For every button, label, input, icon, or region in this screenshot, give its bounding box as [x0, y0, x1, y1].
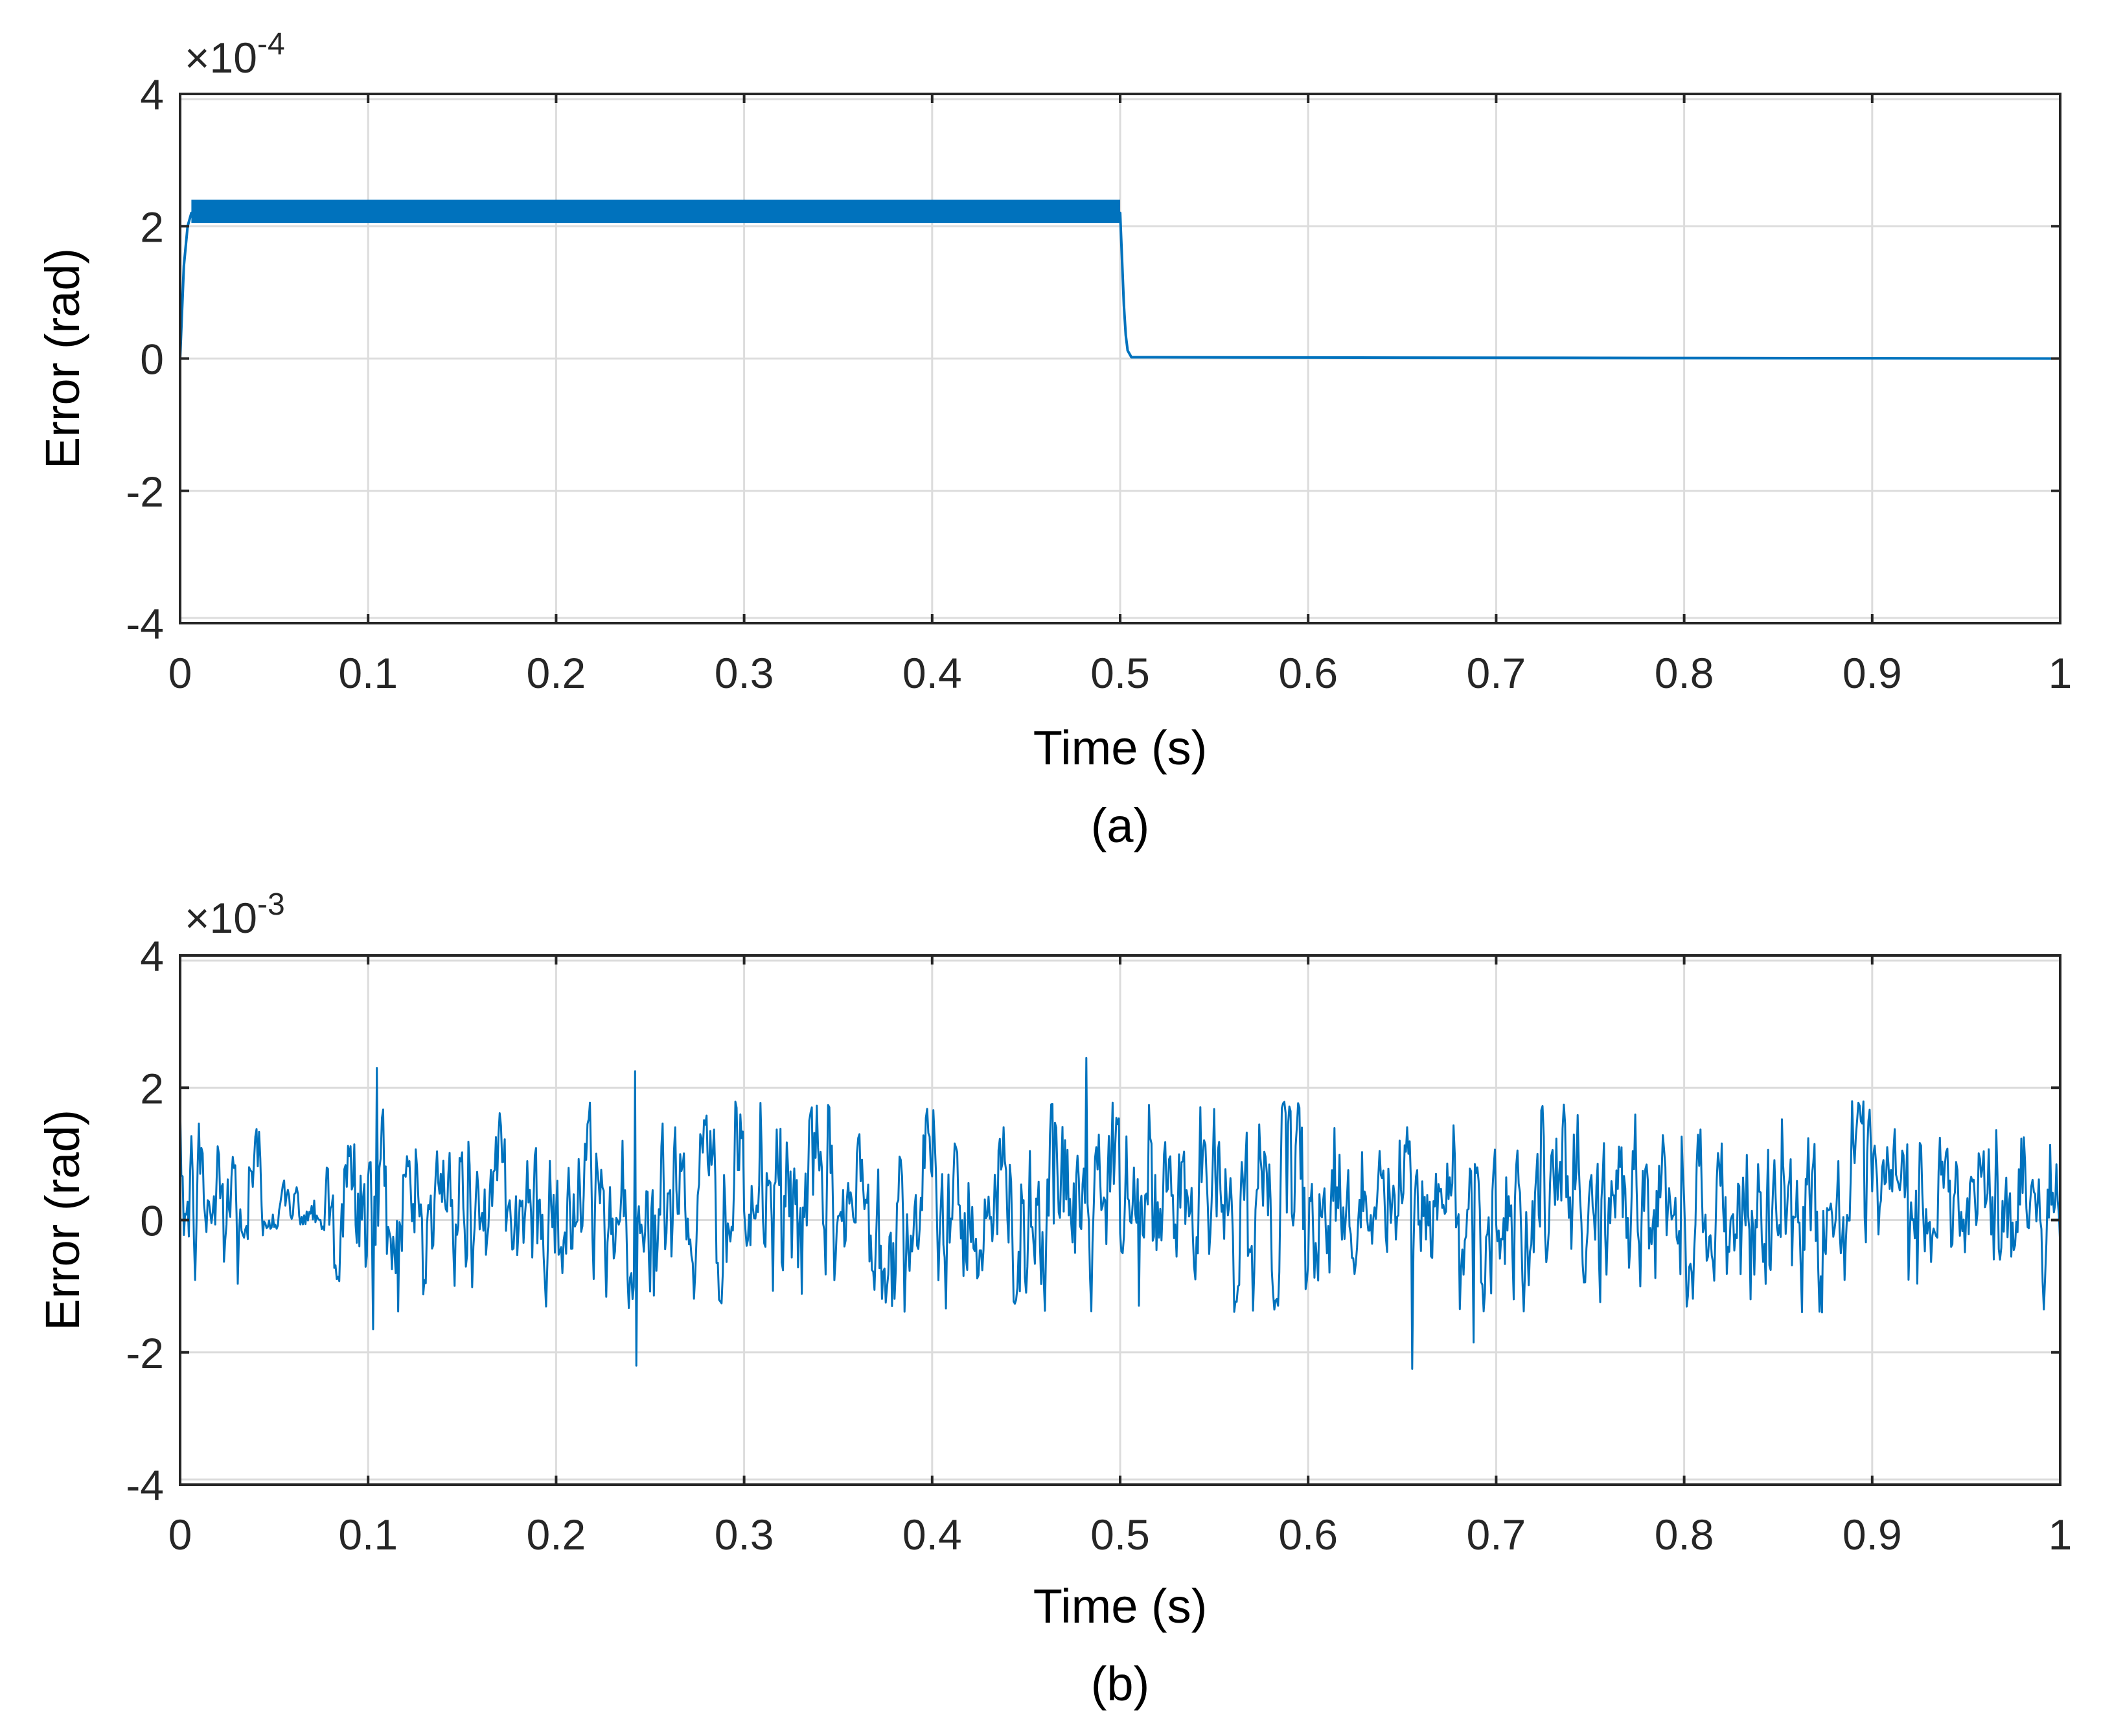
y-tick-label: 0	[140, 336, 164, 383]
y-axis-label: Error (rad)	[36, 248, 89, 469]
y-tick-label: -4	[126, 600, 164, 648]
x-tick-label: 0.9	[1843, 1511, 1902, 1559]
x-tick-label: 0	[168, 1511, 192, 1559]
x-tick-label: 0.2	[527, 649, 586, 697]
x-tick-label: 0.1	[338, 1511, 398, 1559]
y-tick-label: 2	[140, 1064, 164, 1112]
series-line	[179, 211, 2061, 360]
x-axis-label: Time (s)	[1033, 721, 1208, 775]
chart-panel-a: 0 0.1 0.2 0.3 0.4 0.5 0.6 0.7 0.8 0.9 1 -4 -2 0 2 4 ×10-…	[36, 27, 2072, 852]
y-tick-label: -2	[126, 1329, 164, 1377]
x-axis-label: Time (s)	[1033, 1579, 1208, 1633]
x-tick-label: 0.5	[1090, 649, 1150, 697]
x-tick-label: 0.4	[902, 1511, 962, 1559]
y-tick-label: 2	[140, 203, 164, 251]
x-tick-label: 0.5	[1090, 1511, 1150, 1559]
x-tick-label: 0.7	[1467, 649, 1526, 697]
y-axis-label: Error (rad)	[36, 1110, 89, 1331]
y-tick-label: 0	[140, 1197, 164, 1245]
y-tick-label: -2	[126, 468, 164, 516]
x-tick-label: 0.1	[338, 649, 398, 697]
panel-caption: (a)	[1091, 799, 1149, 852]
x-tick-label: 0.3	[715, 649, 774, 697]
x-tick-label: 0.4	[902, 649, 962, 697]
chart-panel-b: 0 0.1 0.2 0.3 0.4 0.5 0.6 0.7 0.8 0.9 1 -4 -2 0 2 4 ×10-…	[36, 887, 2072, 1711]
x-tick-label: 0	[168, 649, 192, 697]
x-tick-label: 0.2	[527, 1511, 586, 1559]
x-tick-label: 0.9	[1843, 649, 1902, 697]
y-tick-label: 4	[140, 932, 164, 980]
x-tick-label: 1	[2049, 1511, 2072, 1559]
panel-caption: (b)	[1091, 1657, 1149, 1711]
y-tick-label: -4	[126, 1461, 164, 1509]
y-exponent-label: ×10-3	[185, 887, 285, 942]
x-tick-label: 0.7	[1467, 1511, 1526, 1559]
series-oscillation-band	[191, 200, 1120, 223]
x-tick-label: 0.8	[1655, 1511, 1714, 1559]
x-tick-label: 0.6	[1278, 1511, 1338, 1559]
series-line	[179, 1056, 2061, 1370]
x-tick-label: 0.6	[1278, 649, 1338, 697]
y-exponent-label: ×10-4	[185, 27, 285, 82]
x-tick-label: 1	[2049, 649, 2072, 697]
x-tick-label: 0.3	[715, 1511, 774, 1559]
x-tick-label: 0.8	[1655, 649, 1714, 697]
y-tick-label: 4	[140, 71, 164, 119]
